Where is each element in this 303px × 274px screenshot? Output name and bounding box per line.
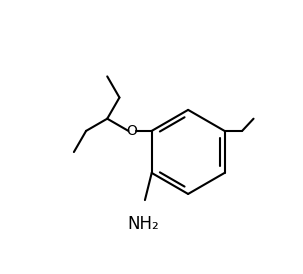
Text: NH₂: NH₂ [128, 215, 159, 233]
Text: O: O [127, 124, 138, 138]
